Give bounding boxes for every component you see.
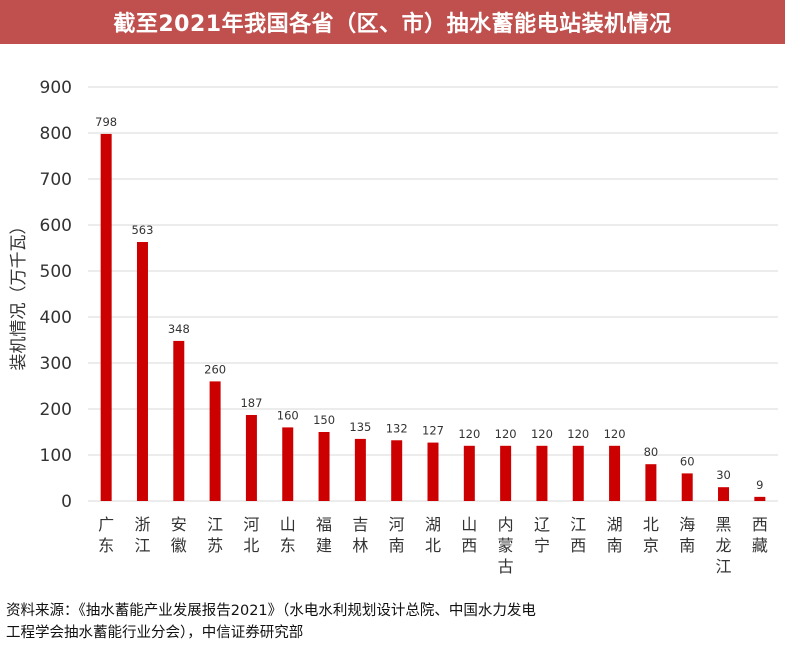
x-tick-label: 建 (316, 536, 332, 555)
x-tick-label: 林 (352, 536, 368, 555)
x-tick-label: 湖 (607, 515, 623, 534)
x-tick-label: 藏 (752, 536, 768, 555)
y-tick-label: 700 (40, 170, 72, 190)
bar (318, 432, 330, 501)
x-tick-label: 南 (679, 536, 695, 555)
data-label: 798 (95, 115, 117, 129)
y-tick-label: 300 (40, 354, 72, 374)
bar (427, 442, 439, 501)
x-tick-label: 北 (643, 515, 659, 534)
x-tick-label: 江 (134, 536, 150, 555)
x-tick-label: 江 (570, 515, 586, 534)
bar (463, 445, 475, 501)
x-tick-label: 南 (389, 536, 405, 555)
x-tick-label: 吉 (352, 515, 368, 534)
x-tick-label: 蒙 (498, 536, 514, 555)
x-tick-label: 西 (752, 515, 768, 534)
x-tick-label: 河 (389, 515, 405, 534)
x-tick-label: 河 (243, 515, 259, 534)
y-tick-label: 900 (40, 78, 72, 98)
data-label: 120 (458, 427, 480, 441)
data-label: 135 (349, 420, 371, 434)
data-label: 120 (495, 427, 517, 441)
bar (209, 381, 221, 501)
bar (100, 133, 112, 502)
x-tick-label: 湖 (425, 515, 441, 534)
data-label: 348 (168, 322, 190, 336)
x-tick-label: 宁 (534, 536, 550, 555)
data-label: 80 (644, 445, 659, 459)
x-tick-label: 京 (643, 536, 659, 555)
x-tick-label: 浙 (134, 515, 150, 534)
data-label: 60 (680, 454, 695, 468)
bar (681, 473, 693, 501)
y-tick-label: 400 (40, 308, 72, 328)
y-tick-label: 200 (40, 400, 72, 420)
x-tick-label: 山 (280, 515, 296, 534)
data-label: 30 (716, 468, 731, 482)
y-tick-label: 100 (40, 446, 72, 466)
x-tick-label: 黑 (716, 515, 732, 534)
bar (391, 440, 403, 501)
source-note: 资料来源：《抽水蓄能产业发展报告2021》（水电水利规划设计总院、中国水力发电 … (6, 600, 776, 644)
x-tick-label: 广 (98, 515, 114, 534)
bar (572, 445, 584, 501)
bar-chart: 0 100 200 300 400 500 600 700 800 900 装机情况（万千瓦） 798… (9, 78, 778, 576)
data-label: 9 (756, 478, 763, 492)
data-label: 187 (240, 396, 262, 410)
x-tick-label: 安 (171, 515, 187, 534)
source-line-2: 工程学会抽水蓄能行业分会），中信证券研究部 (6, 625, 304, 641)
y-tick-label: 500 (40, 262, 72, 282)
data-label: 150 (313, 413, 335, 427)
x-tick-label: 东 (98, 536, 114, 555)
bar (173, 340, 185, 501)
x-tick-label: 西 (461, 536, 477, 555)
x-tick-label: 内 (498, 515, 514, 534)
bar (354, 438, 366, 501)
x-tick-label: 北 (425, 536, 441, 555)
x-tick-label: 江 (207, 515, 223, 534)
x-tick-label: 福 (316, 515, 332, 534)
bar (282, 427, 294, 501)
y-tick-label: 800 (40, 124, 72, 144)
y-axis-title: 装机情况（万千瓦） (9, 218, 29, 371)
x-tick-label: 海 (679, 515, 695, 534)
data-label: 260 (204, 362, 226, 376)
x-tick-label: 南 (607, 536, 623, 555)
bar (645, 464, 657, 501)
x-tick-label: 古 (498, 557, 514, 576)
data-label: 563 (131, 223, 153, 237)
data-label: 132 (386, 421, 408, 435)
x-tick-label: 西 (570, 536, 586, 555)
data-label: 120 (567, 427, 589, 441)
bar (718, 487, 730, 501)
x-tick-label: 江 (716, 557, 732, 576)
x-tick-label: 苏 (207, 536, 223, 555)
bar (609, 445, 621, 501)
source-line-1: 资料来源：《抽水蓄能产业发展报告2021》（水电水利规划设计总院、中国水力发电 (6, 603, 536, 619)
chart-title: 截至2021年我国各省（区、市）抽水蓄能电站装机情况 (0, 0, 785, 44)
bar (500, 445, 512, 501)
y-tick-label: 600 (40, 216, 72, 236)
data-label: 160 (277, 408, 299, 422)
x-tick-label: 东 (280, 536, 296, 555)
bar (245, 414, 257, 501)
data-label: 120 (604, 427, 626, 441)
bar (136, 242, 148, 501)
x-tick-label: 辽 (534, 515, 550, 534)
x-tick-label: 北 (243, 536, 259, 555)
data-label: 127 (422, 424, 444, 438)
x-tick-label: 山 (461, 515, 477, 534)
bar (754, 496, 766, 501)
x-tick-label: 龙 (716, 536, 732, 555)
x-tick-label: 徽 (171, 536, 187, 555)
data-label: 120 (531, 427, 553, 441)
bar (536, 445, 548, 501)
y-tick-label: 0 (61, 492, 72, 512)
